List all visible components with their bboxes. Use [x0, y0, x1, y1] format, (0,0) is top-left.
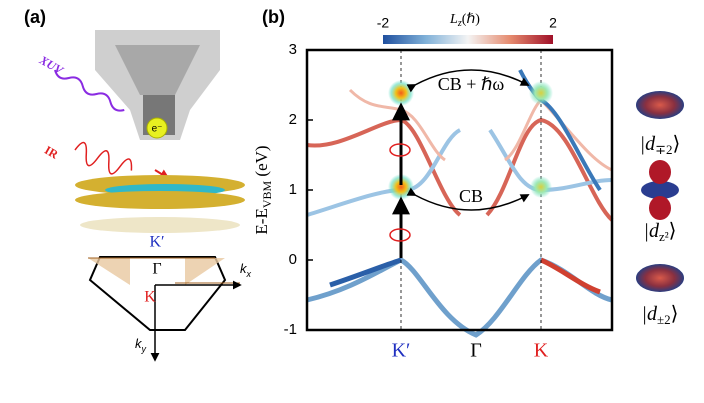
y-tick-label: 0 [289, 251, 297, 268]
cb-sub: z [457, 18, 462, 29]
x-tick-label: K′ [392, 340, 411, 362]
colorbar-label: Lz(ℏ) [449, 12, 480, 29]
ky-label: ky [135, 336, 147, 354]
orbital-sub: z² [659, 229, 669, 244]
panel-a-art [54, 30, 245, 362]
y-tick-label: 3 [289, 41, 297, 58]
orbital-close: ⟩ [671, 303, 679, 325]
transitions [388, 50, 553, 330]
xuv-label: XUV [36, 52, 66, 77]
ylabel-main: E-E [252, 208, 271, 234]
orbital-label: |d±2⟩ [642, 303, 679, 327]
k-label: K [144, 289, 156, 306]
panel-label: (a) [24, 7, 46, 27]
colorbar [383, 35, 553, 44]
x-tick-label: Γ [470, 340, 482, 362]
panel-label: (b) [262, 7, 285, 27]
orbital-main: |d [644, 220, 660, 242]
y-axis-label: E-EVBM (eV) [252, 145, 274, 234]
orbital-sub: ±2 [657, 312, 671, 327]
ir-label: IR [42, 143, 61, 162]
cb-main: L [449, 12, 458, 27]
orbital-label: |dz²⟩ [644, 220, 677, 244]
ky-sub: y [141, 344, 147, 354]
colorbar-tick-label: -2 [377, 15, 390, 31]
orbital-close: ⟩ [669, 220, 677, 242]
gamma-label: Γ [152, 261, 161, 278]
orbital-art [636, 91, 684, 292]
x-tick-label: K [534, 340, 549, 362]
ky-main: k [135, 336, 143, 351]
colorbar-tick-label: 2 [549, 15, 557, 31]
ylabel-unit: (eV) [252, 145, 271, 180]
kprime-label: K′ [149, 234, 164, 251]
cb-unit: (ℏ) [462, 12, 481, 27]
y-tick-label: 2 [289, 111, 297, 128]
orbital-sub: ∓2 [655, 142, 672, 157]
orbital-main: |d [640, 133, 656, 155]
orbital-close: ⟩ [673, 133, 681, 155]
kx-label: kx [240, 261, 252, 279]
orbital-label: |d∓2⟩ [640, 133, 681, 157]
ylabel-sub: VBM [260, 180, 274, 208]
y-tick-label: -1 [284, 321, 297, 338]
electron-label: e⁻ [152, 124, 163, 135]
annotation: CB + ℏω [438, 74, 505, 94]
kx-main: k [240, 261, 248, 276]
y-tick-label: 1 [289, 181, 297, 198]
annotation: CB [459, 186, 483, 206]
kx-sub: x [246, 269, 252, 279]
orbital-main: |d [642, 303, 658, 325]
